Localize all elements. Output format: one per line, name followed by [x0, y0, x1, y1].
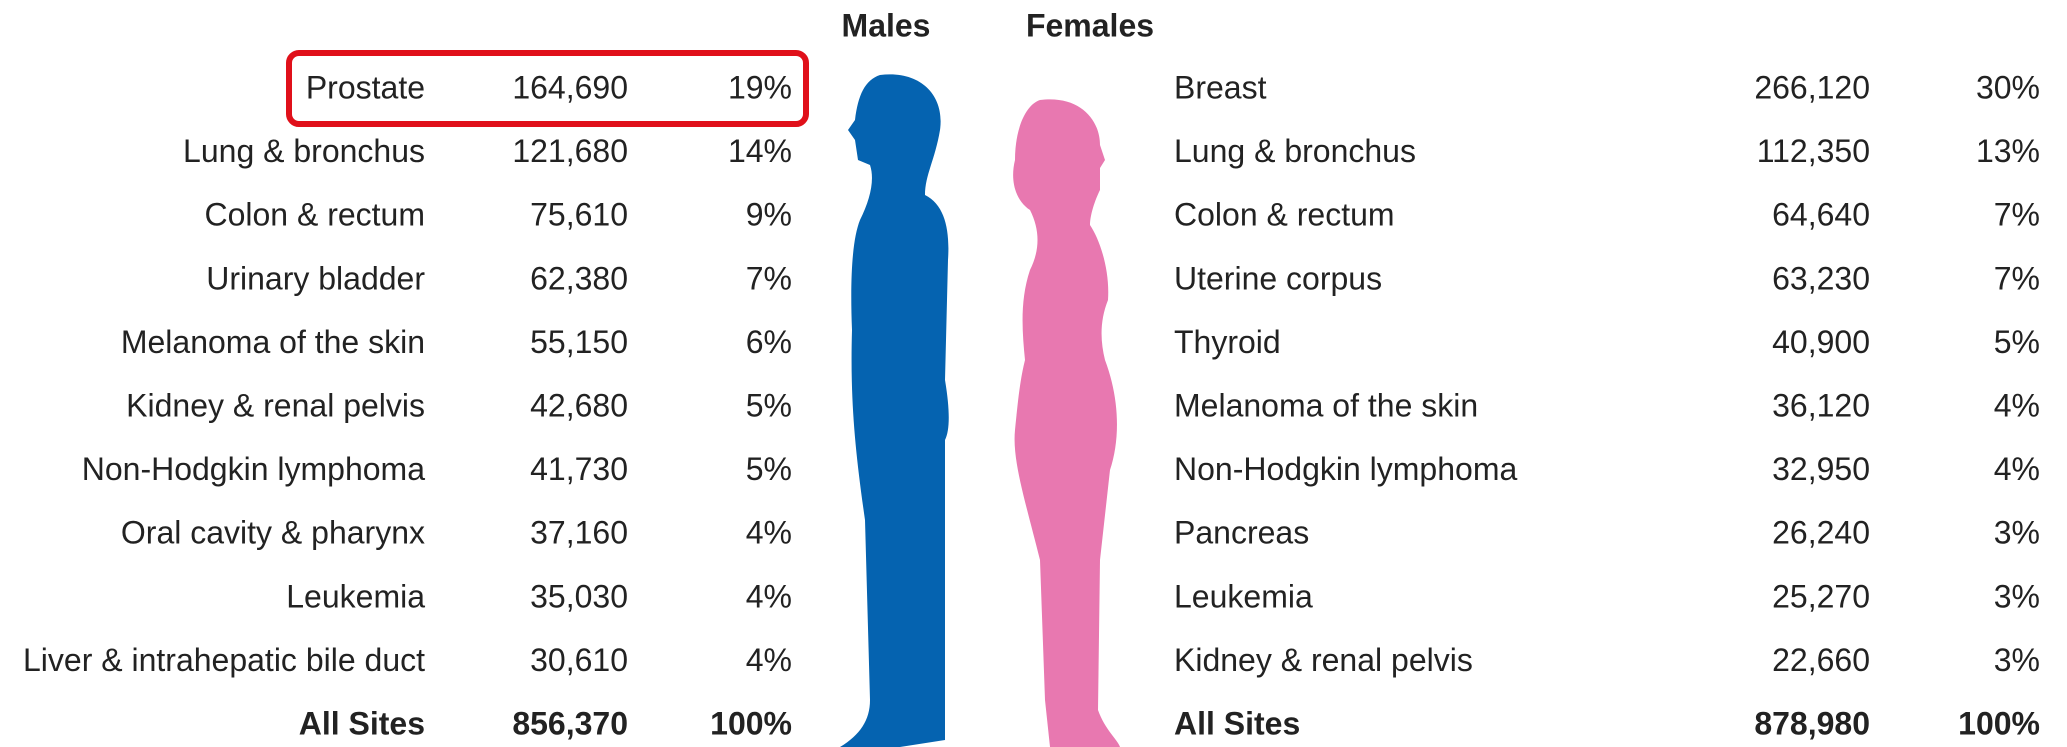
males-percent: 5%	[746, 387, 792, 423]
females-percent: 3%	[1994, 515, 2040, 551]
females-site: Non-Hodgkin lymphoma	[1174, 451, 1517, 487]
females-percent: 5%	[1994, 324, 2040, 360]
females-percent: 3%	[1994, 642, 2040, 678]
males-count: 62,380	[530, 260, 628, 296]
males-percent: 7%	[746, 260, 792, 296]
males-site: Urinary bladder	[206, 260, 425, 296]
males-header: Males	[842, 7, 931, 43]
females-total-count: 878,980	[1754, 705, 1870, 741]
females-site: Leukemia	[1174, 578, 1313, 614]
males-count: 41,730	[530, 451, 628, 487]
females-header: Females	[1026, 7, 1154, 43]
males-site: Leukemia	[286, 578, 425, 614]
males-site: Liver & intrahepatic bile duct	[23, 642, 425, 678]
females-site: Colon & rectum	[1174, 197, 1395, 233]
females-percent: 13%	[1976, 133, 2040, 169]
females-total-site: All Sites	[1174, 705, 1300, 741]
male-silhouette	[840, 74, 949, 747]
males-site: Non-Hodgkin lymphoma	[82, 451, 425, 487]
males-percent: 4%	[746, 515, 792, 551]
females-site: Uterine corpus	[1174, 260, 1382, 296]
males-percent: 4%	[746, 578, 792, 614]
females-count: 63,230	[1772, 260, 1870, 296]
males-percent: 4%	[746, 642, 792, 678]
males-percent: 19%	[728, 69, 792, 105]
females-total-percent: 100%	[1958, 705, 2040, 741]
females-count: 32,950	[1772, 451, 1870, 487]
females-site: Kidney & renal pelvis	[1174, 642, 1473, 678]
males-count: 121,680	[512, 133, 628, 169]
males-site: Kidney & renal pelvis	[126, 387, 425, 423]
females-percent: 7%	[1994, 260, 2040, 296]
males-percent: 9%	[746, 197, 792, 233]
females-count: 64,640	[1772, 197, 1870, 233]
females-percent: 4%	[1994, 451, 2040, 487]
females-percent: 7%	[1994, 197, 2040, 233]
females-count: 40,900	[1772, 324, 1870, 360]
males-percent: 14%	[728, 133, 792, 169]
females-site: Breast	[1174, 69, 1267, 105]
females-percent: 30%	[1976, 69, 2040, 105]
females-count: 25,270	[1772, 578, 1870, 614]
female-silhouette	[1013, 99, 1120, 747]
males-count: 164,690	[512, 69, 628, 105]
males-count: 55,150	[530, 324, 628, 360]
males-site: Melanoma of the skin	[121, 324, 425, 360]
females-count: 266,120	[1754, 69, 1870, 105]
males-site: Oral cavity & pharynx	[121, 515, 425, 551]
males-count: 30,610	[530, 642, 628, 678]
females-count: 112,350	[1757, 133, 1870, 169]
males-site: Lung & bronchus	[183, 133, 425, 169]
females-percent: 4%	[1994, 387, 2040, 423]
males-count: 35,030	[530, 578, 628, 614]
females-site: Melanoma of the skin	[1174, 387, 1478, 423]
highlight-box	[286, 50, 809, 127]
males-total-count: 856,370	[512, 705, 628, 741]
males-total-site: All Sites	[299, 705, 425, 741]
males-site: Prostate	[306, 69, 425, 105]
males-percent: 6%	[746, 324, 792, 360]
males-count: 75,610	[530, 197, 628, 233]
males-percent: 5%	[746, 451, 792, 487]
females-percent: 3%	[1994, 578, 2040, 614]
males-count: 37,160	[530, 515, 628, 551]
males-site: Colon & rectum	[204, 197, 425, 233]
females-count: 36,120	[1772, 387, 1870, 423]
females-site: Thyroid	[1174, 324, 1281, 360]
males-total-percent: 100%	[710, 705, 792, 741]
females-count: 26,240	[1772, 515, 1870, 551]
females-site: Lung & bronchus	[1174, 133, 1416, 169]
males-count: 42,680	[530, 387, 628, 423]
females-count: 22,660	[1772, 642, 1870, 678]
females-site: Pancreas	[1174, 515, 1309, 551]
